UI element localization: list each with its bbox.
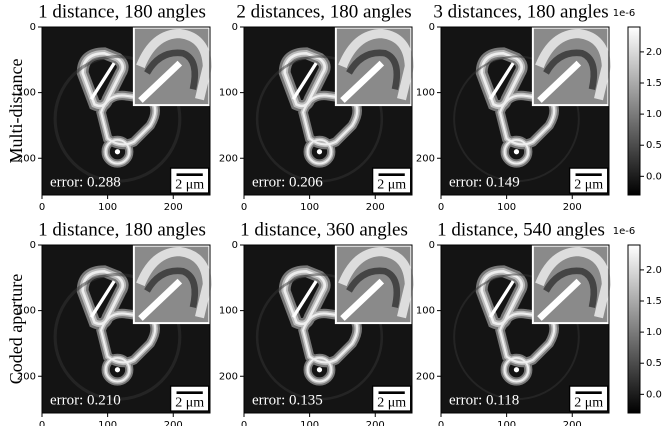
x-tick-label: 0	[39, 202, 45, 213]
structure	[317, 149, 322, 154]
x-tick-label: 0	[39, 420, 45, 426]
scalebar-label: 2 μm	[574, 177, 603, 192]
y-tick-label: 200	[219, 153, 238, 164]
y-tick-label: 200	[219, 371, 238, 382]
colorbar-tick-label: 0.5	[646, 140, 662, 151]
y-tick-label: 100	[17, 88, 36, 99]
reconstruction-image	[42, 245, 210, 413]
scalebar-label: 2 μm	[377, 395, 406, 410]
colorbar-exponent: 1e-6	[613, 226, 636, 237]
x-tick-label: 200	[366, 202, 385, 213]
y-tick-label: 0	[30, 240, 36, 251]
scalebar-label: 2 μm	[175, 177, 204, 192]
scalebar-label: 2 μm	[377, 177, 406, 192]
panel-title: 1 distance, 360 angles	[240, 219, 408, 240]
inset	[134, 246, 209, 323]
reconstruction-image	[42, 27, 210, 195]
y-tick-label: 200	[17, 153, 36, 164]
structure	[317, 367, 322, 372]
inset	[336, 28, 411, 105]
reconstruction-image	[441, 27, 609, 195]
y-tick-label: 0	[232, 240, 238, 251]
panel-title: 1 distance, 180 angles	[38, 219, 206, 240]
y-tick-label: 100	[219, 306, 238, 317]
colorbar-tick-label: 2.0	[646, 265, 662, 276]
figure: Multi-distance 2 μm error: 0.288 1 distance…	[0, 0, 663, 426]
y-tick-label: 0	[30, 22, 36, 33]
scalebar-label: 2 μm	[574, 395, 603, 410]
inset	[336, 246, 411, 323]
x-tick-label: 200	[164, 202, 183, 213]
reconstruction-image	[244, 245, 412, 413]
colorbar-tick-label: 1.0	[646, 327, 662, 338]
colorbar-tick-label: 1.5	[646, 78, 662, 89]
colorbar-tick-label: 0.5	[646, 358, 662, 369]
inset	[533, 246, 608, 323]
panel-title: 1 distance, 540 angles	[437, 219, 605, 240]
structure	[514, 149, 519, 154]
error-label: error: 0.149	[449, 174, 520, 190]
y-tick-label: 200	[416, 371, 435, 382]
x-tick-label: 100	[300, 202, 319, 213]
row-label: Multi-distance	[6, 59, 26, 164]
error-label: error: 0.288	[50, 174, 121, 190]
panel-title: 2 distances, 180 angles	[236, 1, 411, 22]
x-tick-label: 0	[241, 420, 247, 426]
error-label: error: 0.135	[252, 392, 323, 408]
scalebar-label: 2 μm	[175, 395, 204, 410]
y-tick-label: 100	[416, 88, 435, 99]
row-label: Coded aperture	[6, 274, 26, 384]
x-tick-label: 100	[300, 420, 319, 426]
colorbar-tick-label: 2.0	[646, 47, 662, 58]
x-tick-label: 100	[497, 420, 516, 426]
structure	[115, 367, 120, 372]
colorbar-tick-label: 0.0	[646, 171, 662, 182]
x-tick-label: 200	[563, 420, 582, 426]
x-tick-label: 0	[241, 202, 247, 213]
colorbar-tick-label: 1.5	[646, 296, 662, 307]
y-tick-label: 100	[17, 306, 36, 317]
y-tick-label: 0	[232, 22, 238, 33]
x-tick-label: 200	[563, 202, 582, 213]
reconstruction-image	[441, 245, 609, 413]
panel-title: 1 distance, 180 angles	[38, 1, 206, 22]
y-tick-label: 0	[429, 22, 435, 33]
x-tick-label: 200	[164, 420, 183, 426]
y-tick-label: 200	[17, 371, 36, 382]
x-tick-label: 100	[497, 202, 516, 213]
y-tick-label: 100	[219, 88, 238, 99]
x-tick-label: 0	[438, 420, 444, 426]
y-tick-label: 200	[416, 153, 435, 164]
error-label: error: 0.118	[449, 392, 519, 408]
y-tick-label: 0	[429, 240, 435, 251]
y-tick-label: 100	[416, 306, 435, 317]
x-tick-label: 100	[98, 420, 117, 426]
colorbar	[628, 27, 640, 195]
inset	[134, 28, 209, 105]
x-tick-label: 200	[366, 420, 385, 426]
structure	[514, 367, 519, 372]
colorbar-tick-label: 1.0	[646, 109, 662, 120]
inset	[533, 28, 608, 105]
error-label: error: 0.206	[252, 174, 323, 190]
structure	[115, 149, 120, 154]
colorbar-exponent: 1e-6	[613, 8, 636, 19]
x-tick-label: 100	[98, 202, 117, 213]
colorbar	[628, 245, 640, 413]
error-label: error: 0.210	[50, 392, 121, 408]
reconstruction-image	[244, 27, 412, 195]
panel-title: 3 distances, 180 angles	[433, 1, 608, 22]
x-tick-label: 0	[438, 202, 444, 213]
colorbar-tick-label: 0.0	[646, 389, 662, 400]
